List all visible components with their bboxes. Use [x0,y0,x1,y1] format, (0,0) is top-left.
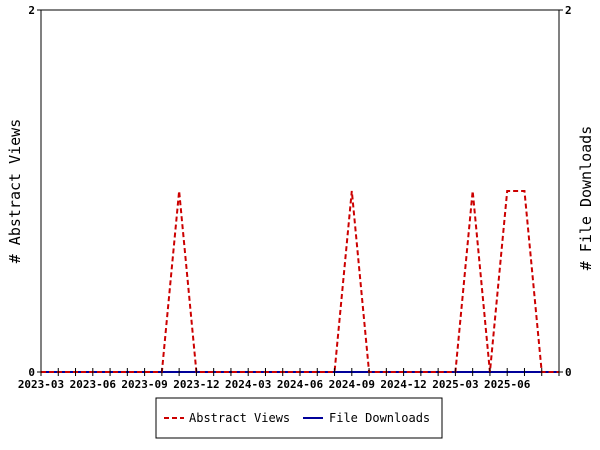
plot-area [40,9,560,373]
x-tick-label: 2023-12 [173,378,219,391]
x-tick-label: 2023-03 [18,378,64,391]
x-tick-label: 2024-06 [277,378,324,391]
legend: Abstract Views File Downloads [155,397,443,439]
y-axis-left-title: # Abstract Views [6,119,24,264]
x-tick-label: 2023-06 [70,378,117,391]
x-tick-label: 2024-09 [329,378,375,391]
tick-layer [37,9,563,376]
x-tick-label: 2024-03 [225,378,271,391]
y-right-tick-min: 0 [565,366,572,379]
legend-box [155,397,443,439]
y-right-tick-max: 2 [565,4,572,17]
y-left-tick-min: 0 [28,366,35,379]
y-axis-right-title: # File Downloads [577,126,595,271]
y-left-tick-max: 2 [28,4,35,17]
legend-label-abstract-views: Abstract Views [189,411,290,425]
x-tick-labels: 2023-03 2023-06 2023-09 2023-12 2024-03 2024-… [18,378,531,391]
x-tick-label: 2023-09 [121,378,167,391]
x-tick-label: 2024-12 [380,378,426,391]
x-tick-label: 2025-06 [484,378,531,391]
legend-label-file-downloads: File Downloads [329,411,430,425]
x-tick-label: 2025-03 [432,378,478,391]
